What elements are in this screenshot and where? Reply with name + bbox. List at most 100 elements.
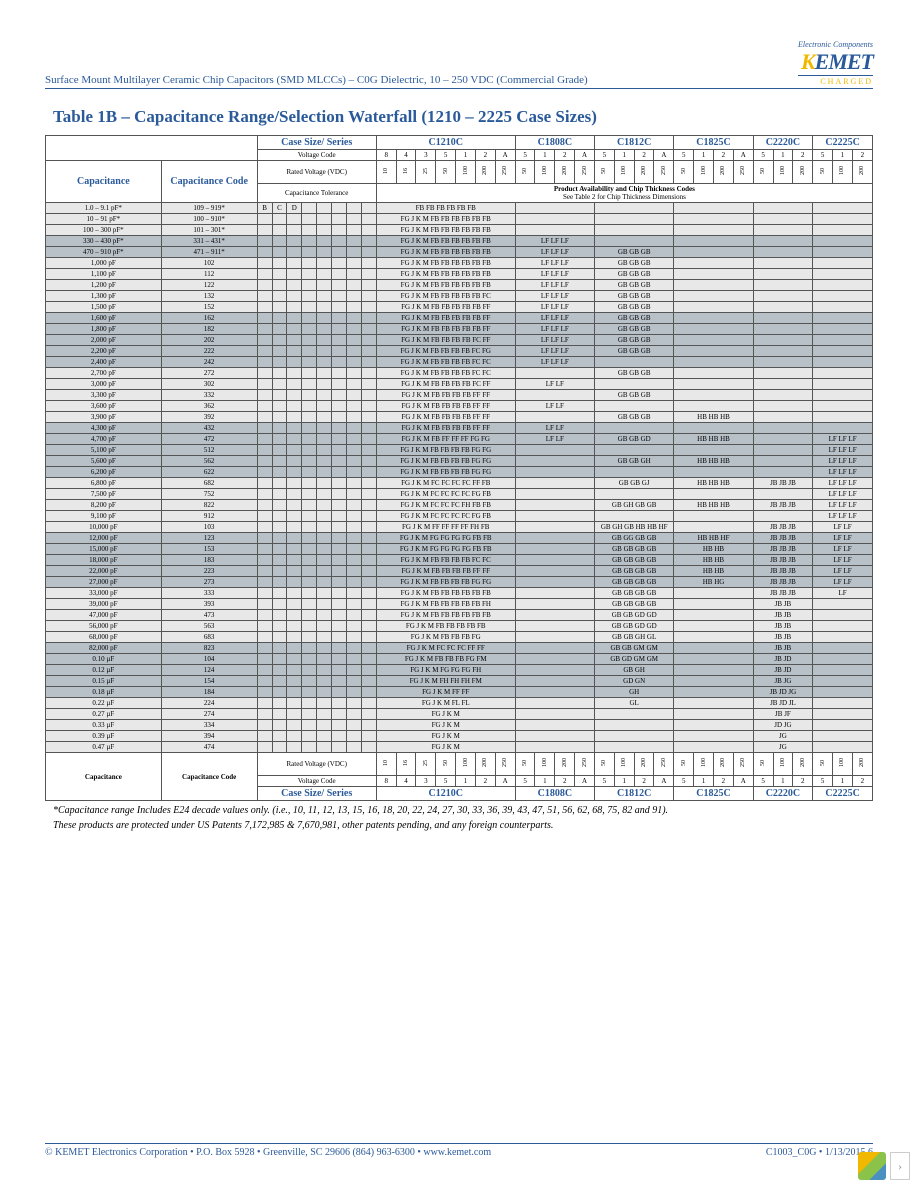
cell [813,621,873,632]
cell: LF LF LF [515,357,594,368]
cell [674,368,753,379]
cell: 822 [161,500,257,511]
cell [813,599,873,610]
hdr-cell: 4 [396,776,416,787]
cell [361,720,376,731]
hdr-cell: 50 [595,161,615,184]
cell [515,643,594,654]
cell [674,445,753,456]
cell: LF LF LF [515,302,594,313]
hdr-cell: 1 [456,776,476,787]
cell [361,533,376,544]
cell [515,456,594,467]
cell [515,511,594,522]
cell [361,632,376,643]
cell [753,489,812,500]
cell [813,357,873,368]
hdr-cell: Rated Voltage (VDC) [257,161,376,184]
cell: LF LF LF [515,269,594,280]
cell: FG J K M FB FB FB FB FB FB [376,588,515,599]
cell [257,742,272,753]
cell: HB HB HB [674,478,753,489]
cell [287,555,302,566]
hdr-cell: 100 [773,161,793,184]
cell [317,500,332,511]
cell [302,687,317,698]
cell: 182 [161,324,257,335]
cell [361,544,376,555]
cell: GB GD GM GM [595,654,674,665]
cell [257,247,272,258]
cell [361,555,376,566]
cell [287,621,302,632]
cell [317,610,332,621]
cell [346,302,361,313]
hdr-cell: 250 [575,161,595,184]
cell: 0.39 µF [46,731,162,742]
cell: JB JD [753,654,812,665]
cell [302,588,317,599]
cell [257,577,272,588]
cell [317,368,332,379]
cell [346,434,361,445]
cell [361,511,376,522]
cell [753,247,812,258]
cell [257,478,272,489]
cell: LF LF LF [813,511,873,522]
cell [287,346,302,357]
cell [813,214,873,225]
cell [346,335,361,346]
cell [515,203,594,214]
hdr-cell: 50 [674,753,694,776]
cell [332,511,347,522]
cell [753,423,812,434]
cell: FG J K M FH FH FH FM [376,676,515,687]
hdr-cell: A [575,776,595,787]
hdr-cell: 100 [456,753,476,776]
footer-left: © KEMET Electronics Corporation • P.O. B… [45,1147,491,1158]
cell: GB GB GD GD [595,621,674,632]
cell [515,665,594,676]
cell [332,621,347,632]
cell [346,258,361,269]
cell [515,555,594,566]
cell [346,709,361,720]
cell [302,610,317,621]
cell [332,280,347,291]
cell: FB FB FB FB FB FB [376,203,515,214]
cell [317,258,332,269]
cell [674,687,753,698]
cell [332,533,347,544]
cell [753,379,812,390]
cell [674,588,753,599]
cell [674,225,753,236]
cell [257,676,272,687]
cell [813,720,873,731]
hdr-cell: 100 [833,161,853,184]
cell [332,555,347,566]
cell [813,302,873,313]
cell [515,225,594,236]
hdr-cell: A [575,150,595,161]
cell: 1.0 – 9.1 pF* [46,203,162,214]
cell [257,346,272,357]
cell [272,368,287,379]
cell [302,500,317,511]
cell [257,423,272,434]
cell [346,280,361,291]
cell [753,291,812,302]
cell [302,390,317,401]
hdr-cell: 200 [475,161,495,184]
next-page-button[interactable]: › [890,1152,910,1180]
cell [346,588,361,599]
cell [302,434,317,445]
cell [272,522,287,533]
cell [287,720,302,731]
cell: LF LF LF [813,456,873,467]
cell: FG J K M FC FC FC FC FG FB [376,511,515,522]
cell [287,544,302,555]
page-footer: © KEMET Electronics Corporation • P.O. B… [45,1143,873,1158]
cell [595,445,674,456]
cell: FG J K M FB FB FB FB FF FF [376,390,515,401]
hdr-cell: 250 [495,753,515,776]
